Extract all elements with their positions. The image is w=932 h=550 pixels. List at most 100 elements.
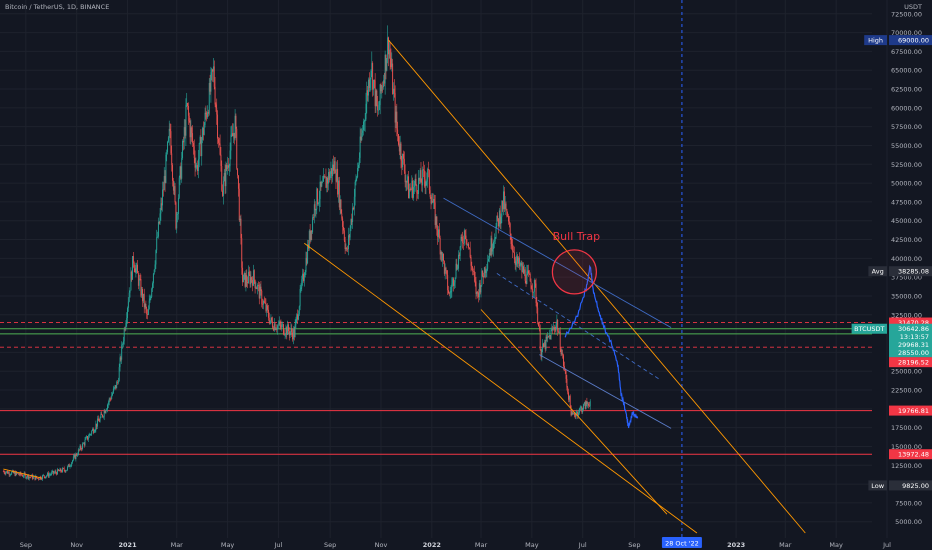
x-tick-label: Mar [475,541,488,549]
candle-body [7,471,8,474]
candle-body [78,449,80,451]
axis-value-badge [889,331,932,342]
candle-body [477,291,479,293]
candle-body [457,268,459,270]
axis-tag-label: Avg [872,268,884,276]
candle-body [218,142,220,144]
projection-path[interactable] [564,264,639,429]
candle-body [493,241,494,249]
candle-body [341,213,343,219]
candle-body [385,54,387,71]
candlestick-series [2,25,591,482]
candle-body [557,320,559,332]
trendline-drawings[interactable] [3,39,806,534]
candle-body [17,473,19,475]
candle-body [381,86,383,92]
candle-body [77,454,78,456]
candle-body [566,378,568,388]
candle-body [416,185,418,194]
axis-value-label: 38285.08 [898,268,929,276]
candle-body [276,329,278,330]
candle-body [228,166,230,168]
candle-body [399,143,401,152]
candle-body [345,248,347,250]
candle-body [363,121,365,122]
candle-body [561,353,563,355]
candle-body [74,455,76,460]
candle-body [588,403,590,406]
x-tick-label: May [221,541,235,549]
candle-body [539,328,541,350]
y-tick-label: 22500.00 [891,387,922,395]
candle-body [438,229,440,239]
candle-body [315,209,317,211]
y-tick-label: 67500.00 [891,48,922,56]
candle-body [570,405,572,416]
y-tick-label: 32500.00 [891,311,922,319]
candle-body [201,139,203,157]
candle-body [302,273,304,281]
bull-trap-annotation[interactable]: Bull Trap [551,230,600,295]
candle-body [82,443,83,450]
candle-body [37,477,38,479]
candle-body [25,474,27,479]
candle-body [87,437,89,440]
candle-body [105,410,107,413]
candle-body [113,387,115,389]
candle-body [157,221,159,237]
candle-body [138,278,140,286]
candle-body [555,324,557,331]
x-tick-label: Jul [274,541,283,549]
candle-body [509,223,511,234]
price-axis[interactable]: 5000.007500.0010000.0012500.0015000.0017… [851,3,932,526]
candle-body [196,165,198,166]
candle-body [313,217,314,218]
candle-body [259,286,261,299]
candle-body [429,190,431,197]
candle-body [200,137,202,157]
axis-value-badge [889,266,932,277]
x-tick-label: May [525,541,539,549]
candle-body [191,127,193,134]
time-axis[interactable]: Sep Nov 2021 Mar May Jul Sep Nov 2022 Mar May Jul Se… [20,537,891,549]
candle-body [114,385,116,388]
candle-body [212,69,214,72]
candle-body [132,256,134,264]
candle-body [508,221,510,224]
candle-body [418,177,419,195]
candle-body [175,202,177,229]
candle-body [388,49,390,55]
candle-body [460,236,462,247]
candle-body [433,198,435,203]
candle-body [443,260,445,274]
candle-body [498,218,499,227]
candle-body [21,474,23,476]
candle-body [391,63,393,67]
candle-body [565,371,567,379]
candle-body [225,165,227,187]
candle-body [368,79,369,96]
candle-body [451,283,453,292]
candle-body [42,475,43,480]
candle-body [512,246,514,252]
candle-body [23,473,25,477]
x-tick-label: Nov [70,541,83,549]
candle-body [154,264,156,270]
candle-body [378,109,379,111]
axis-value-label: 31470.28 [898,319,929,327]
candle-body [62,468,64,469]
candle-body [141,289,143,296]
candle-body [121,344,123,360]
candle-body [275,329,277,330]
candle-body [365,103,367,120]
candle-body [116,381,118,389]
y-tick-label: 35000.00 [891,292,922,300]
candle-body [26,477,28,479]
candle-body [458,254,459,269]
candle-body [236,128,238,169]
candle-body [135,267,137,273]
candle-body [403,153,404,159]
candle-body [219,143,221,155]
candle-body [342,218,344,227]
